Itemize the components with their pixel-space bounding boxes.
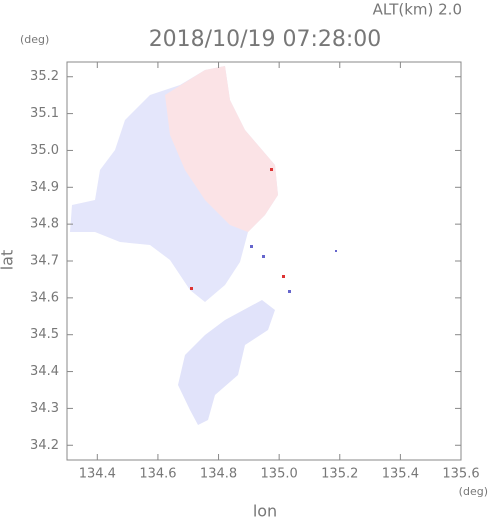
y-unit: (deg) — [20, 33, 49, 46]
y-tick-label: 34.6 — [30, 290, 59, 305]
x-tick-label: 135.4 — [382, 467, 419, 482]
x-tick-label: 134.6 — [139, 467, 176, 482]
x-tick-label: 135.6 — [442, 467, 479, 482]
field — [70, 66, 337, 425]
region-island — [178, 300, 275, 425]
y-tick-label: 34.7 — [30, 254, 59, 269]
y-tick-label: 34.3 — [30, 401, 59, 416]
chart-subtitle: ALT(km) 2.0 — [373, 1, 462, 19]
y-tick-label: 35.2 — [30, 69, 59, 84]
y-axis-label: lat — [0, 250, 17, 271]
x-tick-label: 135.2 — [321, 467, 358, 482]
region-warm — [165, 66, 278, 232]
y-tick-label: 34.2 — [30, 438, 59, 453]
chart-title: 2018/10/19 07:28:00 — [149, 27, 382, 52]
x-tick-label: 134.8 — [200, 467, 237, 482]
x-tick-label: 135.0 — [261, 467, 298, 482]
x-tick-label: 134.4 — [79, 467, 116, 482]
y-tick-label: 34.9 — [30, 180, 59, 195]
speck — [282, 275, 285, 278]
x-unit: (deg) — [459, 485, 488, 498]
speck — [262, 255, 265, 258]
speck — [288, 290, 291, 293]
y-tick-label: 34.5 — [30, 327, 59, 342]
x-axis-label: lon — [253, 502, 277, 521]
y-tick-label: 35.1 — [30, 106, 59, 121]
speck — [190, 287, 193, 290]
y-tick-label: 34.8 — [30, 217, 59, 232]
y-tick-label: 34.4 — [30, 364, 59, 379]
speck — [250, 245, 253, 248]
speck — [335, 250, 337, 252]
speck — [270, 168, 273, 171]
y-tick-label: 35.0 — [30, 143, 59, 158]
